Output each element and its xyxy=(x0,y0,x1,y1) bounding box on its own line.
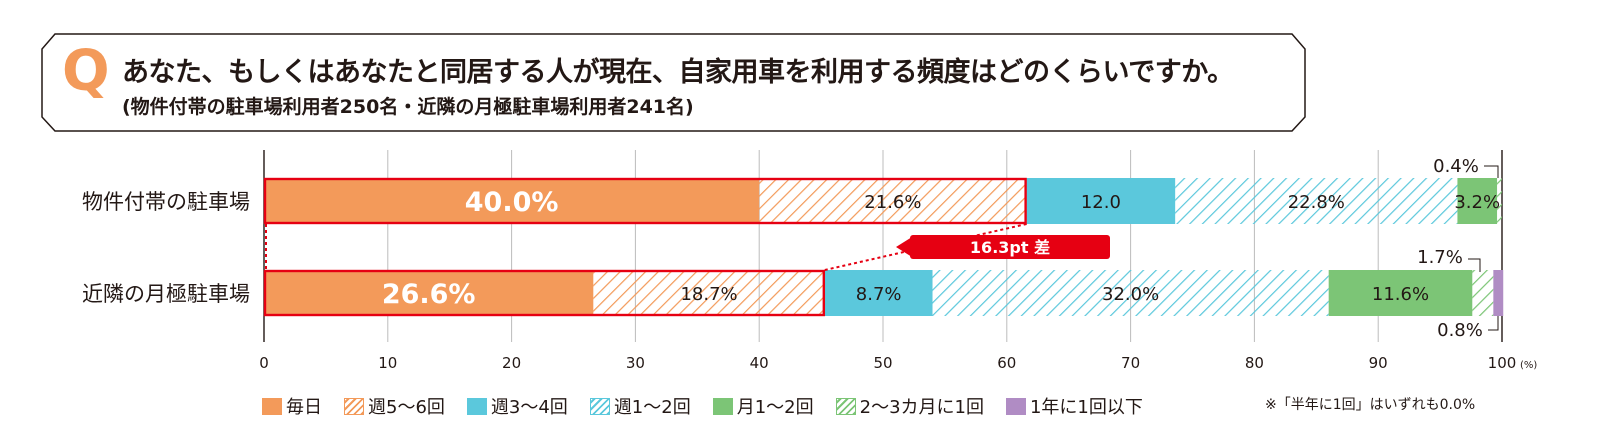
legend-label: 1年に1回以下 xyxy=(1029,397,1143,418)
annotation-badge xyxy=(910,235,1110,259)
leader-line xyxy=(1488,316,1499,331)
x-tick-label: 100 xyxy=(1488,354,1517,372)
data-label: 26.6% xyxy=(382,279,476,310)
legend-label: 月1～2回 xyxy=(736,397,814,418)
x-tick-label: 0 xyxy=(259,354,269,372)
x-tick-label: 80 xyxy=(1245,354,1264,372)
data-label: 40.0% xyxy=(465,187,559,218)
bar-segment xyxy=(593,270,825,316)
bar-segment xyxy=(824,270,933,316)
bar-segment xyxy=(1472,270,1494,316)
data-label: 0.8% xyxy=(1437,320,1483,341)
x-tick-label: 30 xyxy=(626,354,645,372)
data-label: 0.4% xyxy=(1433,156,1479,177)
bars xyxy=(264,178,1504,316)
annotations: 16.3pt 差 40.0% 21.6% 12.0 22.8% 3.2% 0.4% 26.6%… xyxy=(263,156,1500,341)
x-tick-label: 90 xyxy=(1369,354,1388,372)
data-label: 32.0% xyxy=(1102,284,1159,305)
x-tick-label: 10 xyxy=(378,354,397,372)
legend-item: 週1～2回 xyxy=(589,393,691,419)
annotation-pointer xyxy=(896,237,912,257)
legend-item: 週3～4回 xyxy=(466,393,568,419)
bar-segment xyxy=(1328,270,1473,316)
legend-swatch xyxy=(262,397,282,415)
bar-segment xyxy=(759,178,1027,224)
data-label: 8.7% xyxy=(856,284,902,305)
bar-segment xyxy=(1493,270,1504,316)
footnote: ※「半年に1回」はいずれも0.0% xyxy=(1265,397,1476,413)
legend-label: 2～3カ月に1回 xyxy=(859,397,984,418)
bar-segment xyxy=(264,270,594,316)
bar-segment xyxy=(1175,178,1458,224)
x-tick-label: 60 xyxy=(997,354,1016,372)
question-frame xyxy=(41,33,1306,132)
data-label: 18.7% xyxy=(680,284,737,305)
data-label: 22.8% xyxy=(1288,192,1345,213)
legend-swatch xyxy=(589,397,610,415)
data-label: 1.7% xyxy=(1417,247,1463,268)
x-tick-label: 50 xyxy=(873,354,892,372)
legend-swatch xyxy=(466,397,487,415)
data-label: 11.6% xyxy=(1372,284,1429,305)
leader-line xyxy=(1468,258,1481,272)
legend-item: 月1～2回 xyxy=(712,393,814,419)
data-label: 12.0 xyxy=(1081,192,1121,213)
bar-segment xyxy=(1457,178,1498,224)
highlight-frame xyxy=(263,269,826,317)
legend-label: 週3～4回 xyxy=(490,397,568,418)
legend-label: 毎日 xyxy=(286,397,322,418)
highlight-frame xyxy=(263,177,1027,225)
question-box: Q あなた、もしくはあなたと同居する人が現在、自家用車を利用する頻度はどのくらい… xyxy=(0,0,1600,140)
data-label: 21.6% xyxy=(864,192,921,213)
bar-segment xyxy=(1497,178,1502,224)
legend-item: 1年に1回以下 xyxy=(1005,393,1143,419)
question-mark: Q xyxy=(62,39,110,104)
x-tick-label: 70 xyxy=(1121,354,1140,372)
bar-segment xyxy=(264,178,760,224)
legend-swatch xyxy=(712,397,733,415)
leader-line xyxy=(1484,165,1499,178)
category-label: 物件付帯の駐車場 xyxy=(82,190,250,214)
x-tick-label: 20 xyxy=(502,354,521,372)
legend-swatch xyxy=(1005,397,1026,415)
x-axis-unit: (%) xyxy=(1520,360,1537,371)
bar-segment xyxy=(1026,178,1176,224)
x-axis: 0 10 20 30 40 50 60 70 80 90 100 (%) xyxy=(259,354,1537,372)
annotation-text: 16.3pt 差 xyxy=(970,238,1050,257)
data-label: 3.2% xyxy=(1454,192,1500,213)
x-tick-label: 40 xyxy=(750,354,769,372)
category-label: 近隣の月極駐車場 xyxy=(82,282,250,306)
legend-item: 週5～6回 xyxy=(344,393,445,419)
question-subtitle: (物件付帯の駐車場利用者250名・近隣の月極駐車場利用者241名) xyxy=(122,96,694,118)
legend-swatch xyxy=(344,397,364,415)
legend-item: 2～3カ月に1回 xyxy=(835,393,984,419)
question-title: あなた、もしくはあなたと同居する人が現在、自家用車を利用する頻度はどのくらいです… xyxy=(122,57,1234,88)
legend: 毎日 週5～6回 週3～4回 週1～2回 月1～2回 2～3カ月に1回 1年に1回以下 xyxy=(262,392,1165,420)
legend-item: 毎日 xyxy=(262,393,322,419)
legend-swatch xyxy=(835,397,856,415)
legend-label: 週1～2回 xyxy=(613,397,691,418)
bar-segment xyxy=(932,270,1329,316)
legend-label: 週5～6回 xyxy=(368,397,445,418)
